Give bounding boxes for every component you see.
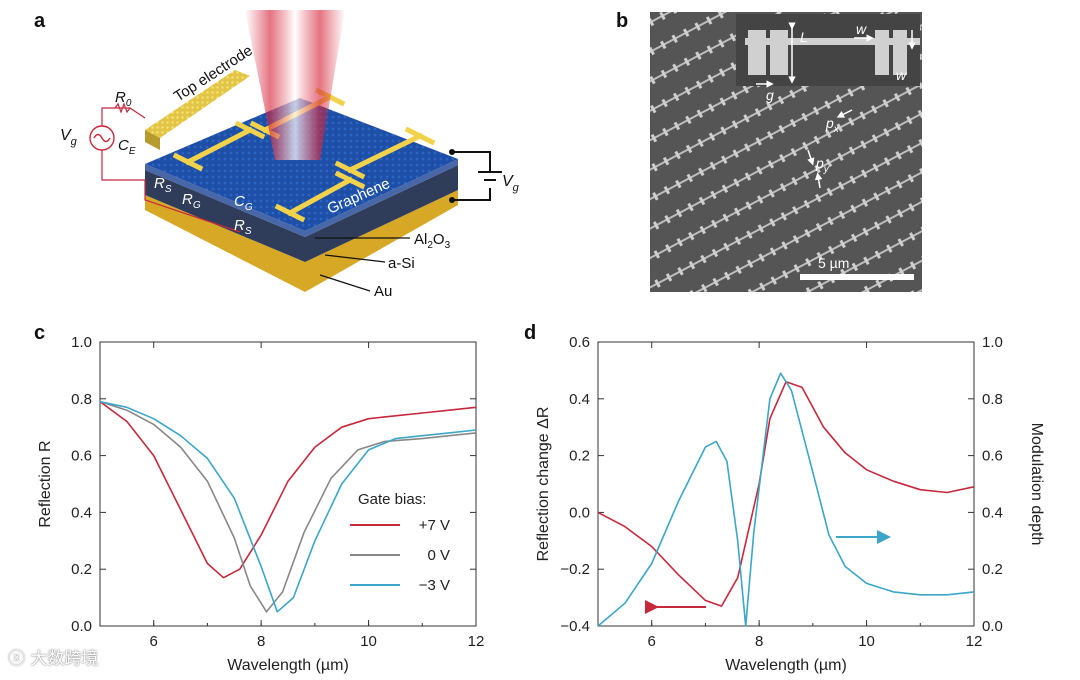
sem-L-label: L xyxy=(800,29,808,45)
legend-label-1: 0 V xyxy=(427,547,450,564)
y-tick-label: 0.4 xyxy=(569,391,590,408)
panel-letter-a: a xyxy=(34,10,46,32)
chart-c: 6 8 10 12 0.0 0.2 0.4 0.6 0.8 1.0 Wavelength (µm) R… xyxy=(37,334,484,674)
plot-frame xyxy=(99,341,477,627)
series-line-0 xyxy=(99,400,477,579)
legend-label-0: +7 V xyxy=(419,517,450,534)
y2-axis-label: Modulation depth xyxy=(1028,423,1045,546)
x-tick-label: 12 xyxy=(468,633,485,650)
y-tick-label: 0.0 xyxy=(569,504,590,521)
rg-label: RG xyxy=(182,191,201,211)
sem-dimension-arrows xyxy=(756,22,916,189)
watermark-logo: ⓧ 大数跨境 xyxy=(8,649,99,669)
x-tick-label: 10 xyxy=(858,633,875,650)
series-line-0 xyxy=(597,380,975,607)
device-schematic: Top electrode Graphene Al2O3 a-Si Au Vg … xyxy=(60,10,520,300)
x-tick-label: 10 xyxy=(360,633,377,650)
sem-inset xyxy=(736,14,920,86)
top-electrode xyxy=(145,70,250,138)
asi-layer xyxy=(145,165,458,262)
sem-w1-label: w xyxy=(856,21,867,37)
al2o3-label: Al2O3 xyxy=(414,231,451,251)
r0-label: R0 xyxy=(115,89,132,109)
au-layer xyxy=(145,190,458,292)
y2-tick-label: 0.8 xyxy=(982,391,1003,408)
x-tick-label: 6 xyxy=(648,633,656,650)
scale-bar xyxy=(800,274,914,280)
y2-tick-label: 0.6 xyxy=(982,448,1003,465)
plot-frame xyxy=(597,341,975,627)
au-label: Au xyxy=(374,283,392,300)
x-tick-label: 6 xyxy=(150,633,158,650)
y-axis-label: Reflection R xyxy=(37,440,54,527)
layer-leader-lines xyxy=(315,237,410,292)
circuit-left xyxy=(101,102,241,233)
y-tick-label: 0.0 xyxy=(71,618,92,635)
x-axis-label: Wavelength (µm) xyxy=(227,657,349,674)
rs2-label: RS xyxy=(234,217,252,237)
y2-tick-label: 0.0 xyxy=(982,618,1003,635)
y-tick-label: 0.4 xyxy=(71,504,92,521)
x-tick-label: 8 xyxy=(257,633,265,650)
y-tick-label: 0.6 xyxy=(569,334,590,351)
legend-label-2: −3 V xyxy=(419,577,450,594)
series-line-1 xyxy=(597,372,975,627)
legend-title: Gate bias: xyxy=(358,491,426,508)
y-tick-label: 1.0 xyxy=(71,334,92,351)
asi-label: a-Si xyxy=(388,255,415,272)
vg-right-label: Vg xyxy=(502,173,520,194)
series-line-2 xyxy=(99,400,477,613)
sem-px-label: px xyxy=(825,115,840,135)
x-tick-label: 8 xyxy=(755,633,763,650)
panel-letter-b: b xyxy=(616,10,629,32)
chart-d: 6 8 10 12 −0.4 −0.2 0.0 0.2 0.4 0.6 0.0 0.2 0.4 0.6 0.… xyxy=(535,334,1045,674)
sem-g-label: g xyxy=(766,87,774,103)
y-tick-label: 0.2 xyxy=(71,561,92,578)
x-tick-label: 12 xyxy=(966,633,983,650)
y-tick-label: 0.2 xyxy=(569,448,590,465)
sem-w2-label: w xyxy=(896,67,907,83)
y-tick-label: −0.4 xyxy=(560,618,590,635)
laser-beam xyxy=(245,10,345,160)
y-axis-label: Reflection change ΔR xyxy=(535,407,552,562)
sem-py-label: py xyxy=(815,155,830,175)
panel-letter-c: c xyxy=(34,322,46,344)
y2-tick-label: 0.4 xyxy=(982,504,1003,521)
cg-label: CG xyxy=(234,193,253,213)
y-tick-label: 0.6 xyxy=(71,448,92,465)
sem-image: L w w g px py 5 µm xyxy=(650,12,922,292)
x-axis-label: Wavelength (µm) xyxy=(725,657,847,674)
y2-tick-label: 1.0 xyxy=(982,334,1003,351)
y-tick-label: −0.2 xyxy=(560,561,590,578)
y2-tick-label: 0.2 xyxy=(982,561,1003,578)
sem-inset-antenna xyxy=(745,30,920,75)
y-tick-label: 0.8 xyxy=(71,391,92,408)
rs1-label: RS xyxy=(154,175,172,195)
ce-label: CE xyxy=(118,137,136,157)
panel-letter-d: d xyxy=(524,322,537,344)
graphene-surface xyxy=(145,98,458,231)
vg-left-label: Vg xyxy=(60,127,78,148)
scale-bar-label: 5 µm xyxy=(818,255,849,271)
circuit-right xyxy=(452,151,502,201)
